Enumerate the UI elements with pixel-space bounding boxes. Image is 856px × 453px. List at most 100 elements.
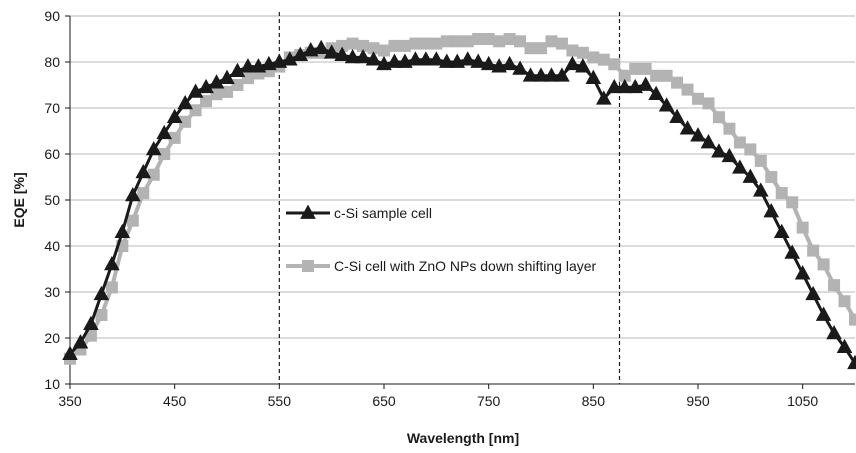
data-point xyxy=(93,285,110,301)
data-point xyxy=(618,69,631,82)
data-point xyxy=(84,329,97,342)
series-line xyxy=(68,46,856,365)
data-point xyxy=(365,51,382,66)
data-point xyxy=(168,131,181,144)
data-point xyxy=(472,33,485,45)
data-point xyxy=(357,39,370,52)
data-point xyxy=(83,315,99,331)
data-point xyxy=(344,48,361,64)
data-point xyxy=(419,37,432,50)
data-point xyxy=(733,136,746,149)
data-point xyxy=(440,35,453,48)
y-tick-label: 90 xyxy=(44,8,60,24)
y-tick-label: 80 xyxy=(44,54,60,70)
y-axis-title: EQE [%] xyxy=(11,172,27,227)
data-point xyxy=(742,168,759,183)
data-point xyxy=(690,127,706,142)
data-point xyxy=(650,69,663,82)
y-tick-label: 70 xyxy=(44,100,60,116)
data-point xyxy=(535,42,547,55)
data-point xyxy=(639,62,652,75)
data-point xyxy=(367,42,380,55)
data-point xyxy=(660,69,673,82)
data-point xyxy=(575,58,591,73)
data-point xyxy=(95,309,108,321)
series-triangle xyxy=(62,39,856,370)
data-point xyxy=(681,83,694,96)
data-point xyxy=(805,285,821,301)
data-point xyxy=(849,313,856,326)
data-point xyxy=(219,69,235,84)
data-point xyxy=(836,338,853,354)
data-point xyxy=(606,78,623,94)
data-point xyxy=(240,58,256,73)
data-point xyxy=(763,203,780,218)
x-tick-label: 1050 xyxy=(787,393,818,409)
reference-lines xyxy=(278,12,621,384)
data-point xyxy=(692,92,704,105)
y-tick-label: 30 xyxy=(44,284,60,300)
data-point xyxy=(796,221,809,234)
data-point xyxy=(461,35,474,48)
data-point xyxy=(62,345,78,360)
data-point xyxy=(137,187,150,200)
data-point xyxy=(648,85,664,101)
data-point xyxy=(114,223,131,239)
data-point xyxy=(470,53,486,68)
y-tick-label: 20 xyxy=(44,330,60,346)
data-point xyxy=(608,58,621,71)
data-point xyxy=(826,324,842,340)
data-point xyxy=(732,159,748,174)
data-point xyxy=(179,115,192,128)
data-point xyxy=(282,51,298,66)
data-point xyxy=(543,67,560,82)
data-point xyxy=(221,85,233,98)
data-point xyxy=(231,79,244,91)
data-point xyxy=(386,53,403,68)
x-tick-label: 850 xyxy=(582,393,606,409)
x-tick-label: 350 xyxy=(58,393,82,409)
series xyxy=(62,33,856,370)
data-point xyxy=(428,51,445,66)
data-point xyxy=(744,143,757,156)
data-point xyxy=(177,94,193,110)
data-point xyxy=(784,244,800,259)
data-point xyxy=(702,97,715,110)
data-point xyxy=(566,44,579,57)
data-point xyxy=(189,104,202,117)
data-point xyxy=(786,196,799,209)
data-point xyxy=(807,244,820,257)
y-ticks: 10 20 30 40 50 60 70 80 90 xyxy=(44,8,70,392)
data-point xyxy=(451,35,464,48)
data-point xyxy=(503,33,516,45)
data-point xyxy=(388,39,401,52)
data-point xyxy=(241,72,254,85)
legend-entry: c-Si sample cell xyxy=(286,204,432,221)
y-tick-label: 60 xyxy=(44,146,60,162)
data-point xyxy=(555,37,568,50)
data-point xyxy=(346,37,359,50)
data-point xyxy=(514,35,527,48)
data-point xyxy=(418,51,434,66)
data-point xyxy=(198,78,214,94)
data-point xyxy=(208,74,225,89)
data-point xyxy=(200,95,213,108)
legend-marker xyxy=(300,204,316,219)
data-point xyxy=(105,281,118,294)
data-point xyxy=(817,258,830,271)
data-point xyxy=(700,134,717,149)
x-ticks: 350 450 550 650 750 850 950 1050 xyxy=(58,384,818,409)
data-point xyxy=(430,37,443,50)
data-point xyxy=(847,354,856,370)
data-point xyxy=(126,214,139,227)
data-point xyxy=(158,148,171,160)
data-point xyxy=(564,55,581,71)
data-point xyxy=(597,53,610,66)
data-point xyxy=(815,306,832,321)
data-point xyxy=(147,168,160,181)
data-point xyxy=(524,42,537,55)
data-point xyxy=(765,171,778,183)
data-point xyxy=(679,120,696,135)
data-point xyxy=(712,111,725,124)
data-point xyxy=(671,76,684,89)
